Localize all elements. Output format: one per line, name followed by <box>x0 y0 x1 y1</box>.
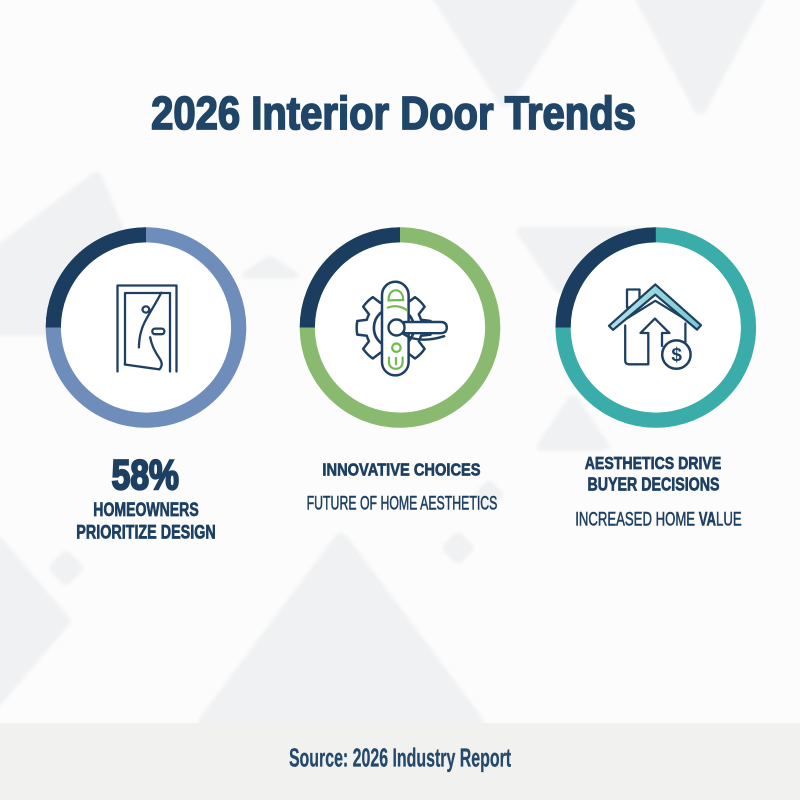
svg-text:FUTURE OF HOME AESTHETICS: FUTURE OF HOME AESTHETICS <box>307 494 498 514</box>
svg-text:58%: 58% <box>112 452 179 498</box>
svg-text:BUYER DECISIONS: BUYER DECISIONS <box>588 475 720 495</box>
svg-text:2026 Interior Door Trends: 2026 Interior Door Trends <box>151 88 636 139</box>
svg-text:INCREASED HOME VALUE: INCREASED HOME VALUE <box>575 509 741 530</box>
svg-text:INNOVATIVE CHOICES: INNOVATIVE CHOICES <box>322 460 480 480</box>
svg-text:HOMEOWNERS: HOMEOWNERS <box>93 499 198 521</box>
svg-text:Source: 2026 Industry Report: Source: 2026 Industry Report <box>289 742 511 772</box>
svg-text:AESTHETICS DRIVE: AESTHETICS DRIVE <box>585 453 722 473</box>
svg-text:PRIORITIZE DESIGN: PRIORITIZE DESIGN <box>76 522 215 543</box>
svg-text:$: $ <box>671 345 682 366</box>
